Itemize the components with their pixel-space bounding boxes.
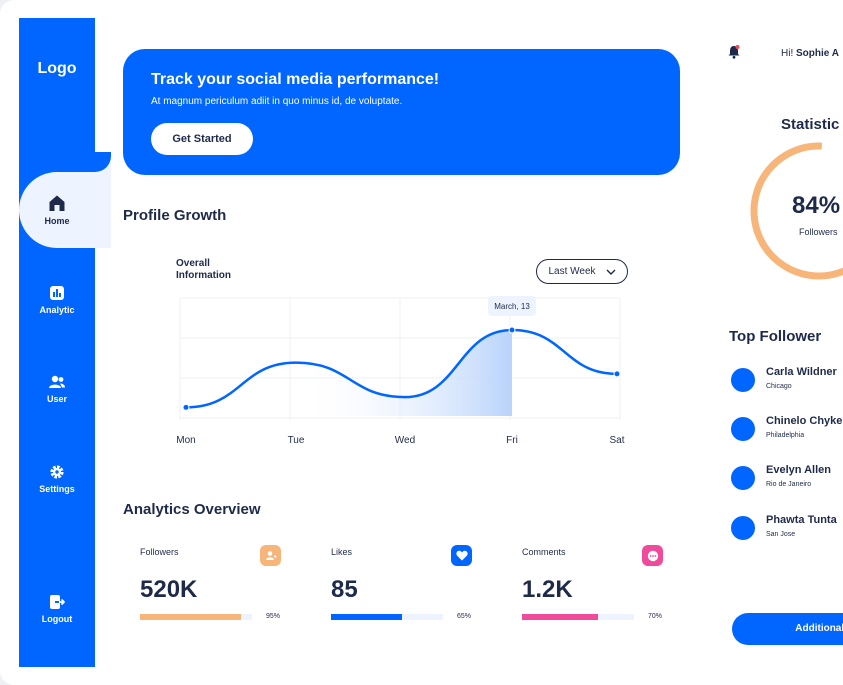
sidebar-item-analytic[interactable]: Analytic: [19, 286, 95, 315]
follower-item[interactable]: Chinelo Chyke Philadelphia: [731, 415, 843, 445]
bell-icon: [728, 45, 740, 59]
follower-name: Evelyn Allen: [766, 464, 832, 476]
logout-icon: [49, 595, 65, 609]
stat-value: 520K: [140, 576, 198, 603]
follower-name: Chinelo Chyke: [766, 415, 843, 427]
progress-percent: 65%: [457, 613, 472, 620]
period-dropdown[interactable]: Last Week: [536, 259, 628, 284]
greeting: Hi! Sophie A: [781, 48, 839, 59]
progress-fill: [140, 614, 241, 620]
x-tick-label: Fri: [506, 435, 518, 446]
user-name: Sophie A: [796, 48, 839, 59]
progress-fill: [522, 614, 599, 620]
stat-value: 1.2K: [522, 576, 573, 603]
sidebar-item-user[interactable]: User: [19, 375, 95, 404]
chart-tooltip: March, 13: [488, 296, 536, 316]
chart-point-fri: [508, 326, 516, 334]
hero-banner: Track your social media performance! At …: [123, 49, 680, 175]
progress-fill: [331, 614, 402, 620]
progress-track: [140, 614, 252, 620]
analytics-overview-title: Analytics Overview: [123, 501, 261, 518]
progress-track: [522, 614, 634, 620]
chart-point-sat: [613, 370, 621, 378]
nav-curve: [95, 152, 111, 172]
follower-city: Rio de Janeiro: [766, 481, 812, 488]
user-icon: [49, 375, 65, 388]
sidebar-item-label: Home: [44, 216, 70, 226]
chart-point-mon: [182, 403, 190, 411]
sidebar-item-label: Analytic: [39, 305, 75, 315]
analytic-icon: [50, 286, 64, 300]
x-tick-label: Sat: [609, 435, 624, 446]
sidebar-item-settings[interactable]: Settings: [19, 465, 95, 494]
gear-icon: [50, 465, 64, 479]
avatar: [731, 466, 755, 490]
follower-item[interactable]: Carla Wildner Chicago: [731, 366, 843, 396]
greeting-prefix: Hi!: [781, 48, 796, 59]
ring-label: Followers: [799, 227, 838, 237]
get-started-button[interactable]: Get Started: [151, 123, 253, 155]
home-icon: [49, 195, 65, 211]
top-follower-title: Top Follower: [729, 328, 822, 345]
sidebar-item-label: Settings: [39, 484, 75, 494]
tooltip-label: March, 13: [494, 302, 530, 311]
follower-name: Carla Wildner: [766, 366, 837, 378]
profile-growth-chart: Mon Tue Wed Fri Sat March, 13: [176, 296, 625, 446]
x-tick-label: Wed: [395, 435, 415, 446]
progress-track: [331, 614, 443, 620]
stat-card-comments: Comments 1.2K 70%: [522, 545, 672, 625]
comment-icon: [642, 545, 663, 566]
follower-item[interactable]: Evelyn Allen Rio de Janeiro: [731, 464, 843, 494]
chart-series-line: [185, 328, 618, 409]
heart-icon: [451, 545, 472, 566]
chart-area-highlight: [296, 330, 512, 416]
x-tick-label: Tue: [288, 435, 305, 446]
profile-growth-title: Profile Growth: [123, 207, 227, 224]
follower-city: San Jose: [766, 531, 796, 538]
ring-percent: 84%: [792, 192, 841, 219]
sidebar-item-label: Logout: [41, 614, 73, 624]
follower-city: Chicago: [766, 383, 792, 390]
statistics-title: Statistic: [781, 116, 840, 133]
progress-percent: 70%: [648, 613, 663, 620]
stat-label: Followers: [140, 547, 179, 557]
follower-name: Phawta Tunta: [766, 514, 837, 526]
sidebar-item-logout[interactable]: Logout: [19, 595, 95, 624]
avatar: [731, 417, 755, 441]
chart-label: Overall Information: [176, 258, 231, 281]
avatar: [731, 368, 755, 392]
stat-label: Likes: [331, 547, 353, 557]
stat-card-likes: Likes 85 65%: [331, 545, 481, 625]
logo: Logo: [37, 60, 77, 77]
user-badge-icon: [260, 545, 281, 566]
x-tick-label: Mon: [176, 435, 195, 446]
banner-title: Track your social media performance!: [151, 71, 440, 88]
dropdown-value: Last Week: [548, 266, 596, 277]
follower-item[interactable]: Phawta Tunta San Jose: [731, 514, 843, 544]
chevron-down-icon: [606, 269, 616, 275]
additional-info-button[interactable]: Additional i: [732, 613, 843, 645]
stat-value: 85: [331, 576, 358, 603]
sidebar-item-home[interactable]: Home: [19, 195, 95, 226]
sidebar: Logo Analytic User Settings Logout: [19, 18, 95, 667]
stat-label: Comments: [522, 547, 566, 557]
sidebar-item-label: User: [46, 394, 67, 404]
follower-city: Philadelphia: [766, 432, 805, 439]
banner-subtitle: At magnum periculum adiit in quo minus i…: [151, 96, 403, 107]
stat-card-followers: Followers 520K 95%: [140, 545, 290, 625]
progress-percent: 95%: [266, 613, 281, 620]
avatar: [731, 516, 755, 540]
sidebar-active-tab: [19, 172, 111, 248]
notification-bell[interactable]: [728, 45, 740, 64]
followers-ring: [750, 142, 843, 280]
